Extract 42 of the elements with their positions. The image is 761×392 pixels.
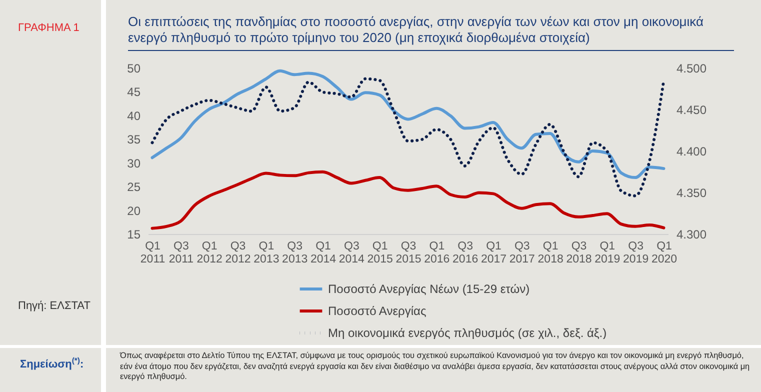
x-tick-label: Q3 2015	[396, 240, 422, 266]
text: Όπως αναφέρεται στο Δελτίο Τύπου της ΕΛΣΤΑΤ, σύμφωνα με τους ορισμούς του σχετικού ευρωπαϊκού Κανονισμού για τον άνεργο και τον οικονομικά μη ενεργό πληθυσμό, εάν ένα άτομο που δεν εργάζεται, δεν αναζητά ενεργά εργασία και δεν είναι διαθέσιμο να αναλάβει άμεσα εργασία, δεν κατατάσσεται στους ανέργους αλλά στον οικονομικά μη ενεργό πληθυσμό.	[120, 351, 751, 382]
x-tick-label: Q3 2018	[566, 240, 592, 266]
y2-tick-label: 4.300	[676, 228, 707, 242]
x-tick-label: Q1 2019	[594, 240, 620, 266]
chart-title: Οι επιπτώσεις της πανδημίας στο ποσοστό ανεργίας, στην ανεργία των νέων και στον μη οικονομικά ενεργό πληθυσμό το πρώτο τρίμηνο του 2020 (μη εποχικά διορθωμένα στοιχεία)	[128, 14, 705, 46]
x-tick-label: Q3 2012	[225, 240, 251, 266]
y2-tick-label: 4.400	[676, 144, 707, 158]
x-tick-label: Q3 2014	[338, 240, 366, 266]
x-tick-label: Q1 2014	[310, 240, 337, 266]
y2-tick-label: 4.350	[676, 186, 707, 200]
line-series	[150, 77, 666, 198]
y2-tick-label: 4.500	[676, 62, 707, 76]
y-tick-label: 25	[127, 180, 141, 194]
legend-label: Ποσοστό Ανεργίας Νέων (15-29 ετών)	[328, 282, 530, 296]
x-tick-label: Q3 2013	[282, 240, 308, 266]
x-tick-label: Q3 2017	[509, 240, 535, 266]
y-tick-label: 45	[127, 85, 141, 100]
y-tick-label: 20	[127, 204, 141, 218]
y-tick-label: 30	[127, 156, 141, 170]
x-tick-label: Q1 2011	[140, 240, 166, 266]
x-tick-label: Q1 2018	[538, 240, 564, 266]
y-tick-label: 40	[127, 108, 141, 123]
line-series	[150, 69, 666, 180]
x-tick-label: Q1 2015	[367, 240, 393, 266]
text: Σημείωση$^{(*)}$:	[20, 356, 84, 371]
text: ΓΡΑΦΗΜΑ 1	[18, 22, 80, 34]
x-tick-label: Q3 2016	[452, 240, 478, 266]
x-tick-label: Q3 2011	[168, 240, 194, 266]
line-series	[150, 170, 666, 230]
y2-tick-label: 4.450	[676, 103, 707, 117]
legend-label: Ποσοστό Ανεργίας	[328, 304, 426, 318]
x-tick-label: Q1 2017	[480, 240, 507, 266]
x-tick-label: Q1 2012	[196, 240, 222, 266]
y-tick-label: 35	[127, 132, 141, 147]
x-tick-label: Q1 2016	[424, 240, 450, 266]
text: Πηγή: ΕΛΣΤΑΤ	[18, 300, 90, 312]
y-tick-label: 50	[127, 62, 141, 76]
y-tick-label: 15	[127, 228, 141, 242]
x-tick-label: Q3 2019	[623, 240, 649, 266]
x-tick-label: Q1 2020	[651, 240, 678, 266]
x-tick-label: Q1 2013	[254, 240, 280, 266]
